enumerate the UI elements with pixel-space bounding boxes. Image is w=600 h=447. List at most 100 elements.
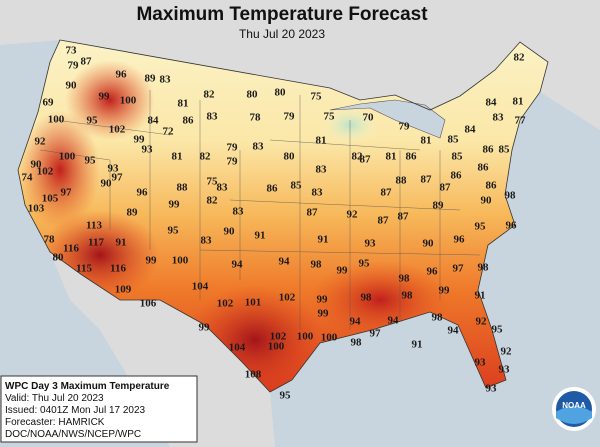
temperature: 74 [22, 172, 34, 184]
temperature: 95 [87, 115, 99, 127]
temperature: 100 [321, 332, 338, 344]
temperature: 102 [37, 166, 54, 178]
temperature: 79 [227, 142, 239, 154]
temperature: 84 [486, 97, 498, 109]
temperature: 95 [492, 324, 504, 336]
temperature: 100 [48, 114, 65, 126]
temperature: 90 [31, 159, 43, 171]
logo-text: NOAA [562, 401, 586, 410]
temperature: 92 [476, 316, 488, 328]
temperature: 97 [112, 172, 124, 184]
temperature: 100 [268, 341, 285, 353]
temperature: 89 [127, 207, 139, 219]
temperature: 87 [421, 174, 433, 186]
temperature: 83 [160, 74, 172, 86]
temperature: 82 [204, 89, 216, 101]
temperature: 81 [172, 151, 183, 163]
temperature: 72 [163, 126, 175, 138]
temperature: 93 [486, 383, 498, 395]
temperature: 81 [316, 135, 327, 147]
temperature: 92 [501, 346, 513, 358]
temperature: 87 [307, 207, 319, 219]
temperature: 94 [350, 316, 362, 328]
temperature: 86 [478, 162, 490, 174]
temperature: 90 [101, 178, 113, 190]
temperature: 80 [284, 151, 296, 163]
temperature: 98 [478, 262, 490, 274]
temperature: 79 [227, 156, 239, 168]
temperature: 98 [402, 290, 414, 302]
info-line: DOC/NOAA/NWS/NCEP/WPC [5, 429, 141, 440]
temperature: 96 [506, 220, 518, 232]
temperature: 94 [279, 256, 291, 268]
temperature: 92 [35, 136, 47, 148]
temperature: 85 [448, 134, 460, 146]
temperature: 86 [486, 180, 498, 192]
temperature: 75 [311, 91, 323, 103]
temperature: 117 [88, 237, 104, 249]
temperature: 81 [386, 151, 397, 163]
temperature: 86 [267, 183, 279, 195]
temperature: 87 [440, 182, 452, 194]
temperature: 99 [337, 265, 349, 277]
temperature: 97 [370, 328, 382, 340]
temperature: 106 [140, 298, 157, 310]
temperature: 104 [229, 342, 246, 354]
temperature: 98 [505, 190, 517, 202]
temperature: 89 [433, 200, 445, 212]
temperature: 83 [253, 141, 265, 153]
temperature: 83 [207, 111, 219, 123]
temperature: 99 [99, 91, 111, 103]
temperature: 98 [399, 273, 411, 285]
temperature: 104 [192, 281, 209, 293]
temperature: 92 [347, 209, 359, 221]
temperature: 93 [365, 238, 377, 250]
temperature: 98 [311, 259, 323, 271]
temperature: 90 [66, 80, 78, 92]
info-box [0, 375, 198, 443]
temperature: 109 [115, 284, 132, 296]
hot-area [65, 60, 155, 140]
temperature: 84 [148, 115, 160, 127]
temperature: 95 [475, 221, 487, 233]
temperature: 86 [183, 115, 195, 127]
hot-area [20, 110, 100, 230]
temperature: 95 [280, 390, 292, 402]
temperature: 90 [224, 226, 236, 238]
temperature: 89 [145, 73, 157, 85]
temperature: 95 [85, 155, 97, 167]
temperature: 99 [318, 308, 330, 320]
temperature: 91 [116, 237, 127, 249]
temperature: 94 [232, 259, 244, 271]
temperature: 86 [483, 144, 495, 156]
temperature: 98 [432, 312, 444, 324]
temperature: 102 [109, 124, 126, 136]
logo-wave [556, 406, 592, 424]
temperature: 81 [178, 98, 189, 110]
info-line: Valid: Thu Jul 20 2023 [5, 393, 104, 404]
temperature: 91 [255, 230, 266, 242]
temperature: 90 [423, 238, 435, 250]
title: Maximum Temperature Forecast [136, 4, 428, 25]
temperature: 95 [359, 258, 371, 270]
temperature: 75 [207, 176, 219, 188]
info-line: Issued: 0401Z Mon Jul 17 2023 [5, 405, 146, 416]
temperature: 93 [142, 144, 154, 156]
temperature: 82 [207, 195, 219, 207]
temperature: 97 [61, 187, 73, 199]
temperature: 97 [453, 263, 465, 275]
temperature: 100 [297, 331, 314, 343]
temperature: 91 [412, 339, 423, 351]
temperature: 86 [451, 170, 463, 182]
temperature: 99 [439, 285, 451, 297]
temperature: 96 [137, 187, 149, 199]
us-border [17, 39, 549, 393]
temperature: 77 [515, 115, 527, 127]
temperature: 99 [146, 255, 158, 267]
temperature: 85 [291, 180, 303, 192]
temperature: 70 [363, 112, 375, 124]
temperature: 78 [250, 112, 262, 124]
temperature: 116 [110, 263, 126, 275]
temperature: 96 [116, 69, 128, 81]
temperature: 102 [217, 298, 234, 310]
